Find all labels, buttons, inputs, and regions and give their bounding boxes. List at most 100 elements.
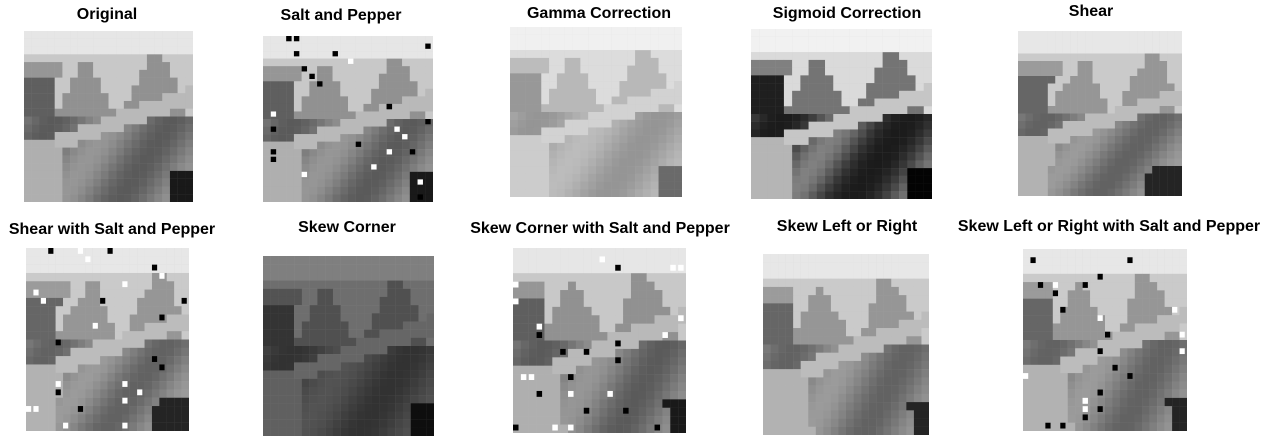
pixel: [1045, 373, 1053, 382]
pixel: [1062, 38, 1071, 47]
pixel: [575, 306, 584, 316]
pixel: [425, 103, 433, 112]
pixel: [800, 426, 809, 435]
pixel: [394, 66, 403, 74]
pixel: [1090, 298, 1098, 308]
pixel: [144, 272, 153, 282]
pixel: [426, 313, 434, 322]
pixel: [108, 100, 117, 109]
pixel: [883, 426, 892, 435]
pixel: [1105, 290, 1113, 299]
pixel: [882, 137, 892, 146]
pixel: [623, 390, 632, 400]
pixel: [85, 272, 93, 282]
pixel: [525, 127, 534, 136]
pixel: [623, 340, 632, 350]
pixel: [568, 399, 577, 408]
pixel: [800, 286, 809, 296]
pixel: [913, 262, 922, 271]
pixel: [591, 306, 600, 316]
pixel: [286, 280, 295, 289]
pixel: [386, 141, 395, 150]
pixel: [890, 114, 900, 122]
pixel: [1092, 46, 1101, 54]
pixel: [107, 422, 116, 431]
pixel: [793, 426, 801, 435]
pixel: [169, 132, 178, 140]
pixel: [92, 414, 101, 423]
pixel: [866, 175, 875, 184]
pixel: [785, 303, 794, 312]
pixel: [1100, 76, 1108, 84]
pixel: [915, 106, 924, 115]
pixel: [619, 34, 628, 43]
pixel: [395, 296, 404, 306]
pixel: [915, 114, 924, 122]
noise-pixel: [1097, 273, 1103, 280]
pixel: [853, 270, 862, 279]
pixel: [169, 155, 178, 164]
pixel: [572, 119, 581, 128]
pixel: [899, 36, 908, 45]
pixel: [77, 139, 86, 148]
pixel: [556, 166, 565, 174]
pixel: [332, 126, 341, 135]
pixel: [324, 194, 333, 202]
pixel: [31, 194, 40, 202]
pixel: [816, 129, 826, 138]
pixel: [426, 321, 434, 330]
pixel: [177, 31, 186, 39]
pixel: [332, 58, 341, 67]
pixel: [568, 273, 577, 282]
pixel: [890, 144, 900, 153]
pixel: [536, 256, 545, 265]
pixel: [356, 395, 365, 404]
pixel: [1149, 340, 1158, 349]
pixel: [355, 186, 364, 195]
pixel: [670, 306, 679, 316]
pixel: [1107, 143, 1116, 152]
pixel: [31, 186, 40, 195]
pixel: [1032, 121, 1041, 129]
pixel: [793, 295, 801, 304]
pixel: [638, 281, 647, 291]
pixel: [528, 332, 537, 341]
pixel: [62, 93, 71, 102]
pixel: [517, 73, 526, 82]
pixel: [778, 303, 786, 312]
pixel: [387, 362, 396, 371]
pixel: [409, 73, 418, 82]
pixel: [169, 139, 178, 148]
pixel: [638, 382, 647, 392]
pixel: [670, 399, 679, 408]
pixel: [1018, 106, 1026, 114]
pixel: [630, 332, 639, 341]
pixel: [830, 278, 839, 288]
pixel: [770, 344, 779, 353]
pixel: [70, 186, 78, 195]
pixel: [1082, 331, 1091, 341]
pixel: [658, 181, 667, 190]
pixel: [866, 168, 875, 176]
pixel: [402, 43, 410, 52]
pixel: [525, 158, 534, 167]
pixel: [849, 83, 859, 91]
pixel: [70, 339, 79, 348]
pixel: [838, 410, 847, 419]
pixel: [654, 399, 663, 408]
pixel: [129, 264, 138, 274]
pixel: [122, 372, 130, 382]
pixel: [1030, 373, 1039, 382]
pixel: [838, 377, 847, 386]
pixel: [154, 31, 163, 39]
pixel: [800, 90, 809, 99]
pixel: [55, 347, 64, 357]
pixel: [596, 112, 604, 120]
pixel: [33, 264, 41, 274]
pixel: [1023, 356, 1031, 365]
pixel: [185, 186, 193, 195]
pixel: [549, 127, 558, 136]
pixel: [800, 344, 809, 353]
pixel: [123, 54, 132, 63]
pixel: [1062, 151, 1071, 159]
